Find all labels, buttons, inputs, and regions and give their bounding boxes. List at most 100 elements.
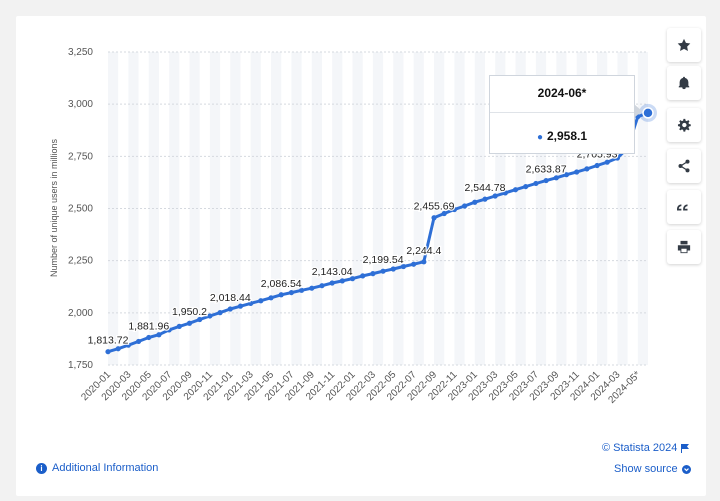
data-label: 1,950.2 — [172, 306, 207, 318]
data-point[interactable] — [523, 183, 529, 190]
data-point[interactable] — [360, 273, 366, 279]
plot-band — [189, 52, 200, 365]
y-tick-label: 2,500 — [68, 204, 93, 215]
data-point[interactable] — [411, 261, 417, 267]
print-icon — [677, 240, 691, 254]
data-point[interactable] — [237, 303, 244, 309]
data-point[interactable] — [512, 187, 519, 193]
data-point[interactable] — [370, 271, 376, 277]
data-point[interactable] — [441, 210, 447, 217]
data-point[interactable] — [472, 199, 478, 205]
data-point[interactable] — [298, 287, 305, 293]
y-tick-label: 1,750 — [68, 360, 93, 371]
chevron-down-icon — [681, 464, 691, 474]
series-dot-icon: ● — [536, 132, 543, 143]
settings-button[interactable] — [667, 108, 701, 142]
data-label: 2,018.44 — [210, 292, 251, 304]
data-point[interactable] — [574, 169, 580, 175]
data-point[interactable] — [400, 263, 407, 270]
quote-icon — [677, 204, 688, 211]
data-point[interactable] — [146, 334, 152, 341]
data-point[interactable] — [482, 196, 488, 202]
cite-button[interactable] — [667, 190, 701, 224]
plot-band — [413, 52, 424, 365]
data-point[interactable] — [349, 276, 356, 282]
y-axis-label: Number of unique users in millions — [49, 138, 59, 277]
favorite-button[interactable] — [667, 28, 701, 62]
notification-button[interactable] — [667, 66, 701, 100]
additional-information-link[interactable]: i Additional Information — [36, 462, 158, 474]
data-point[interactable] — [614, 155, 621, 161]
data-point[interactable] — [156, 332, 162, 338]
plot-band — [209, 52, 221, 365]
data-point[interactable] — [380, 268, 386, 274]
data-point[interactable] — [492, 193, 498, 199]
data-point[interactable] — [390, 266, 396, 272]
plot-band — [250, 52, 261, 365]
additional-information-text: Additional Information — [52, 462, 159, 474]
data-point[interactable] — [339, 278, 345, 284]
plot-band — [474, 52, 485, 365]
data-point[interactable] — [594, 162, 600, 169]
data-point[interactable] — [584, 166, 590, 172]
data-point[interactable] — [258, 298, 264, 304]
share-icon — [678, 159, 690, 173]
data-point[interactable] — [278, 292, 284, 298]
data-point[interactable] — [502, 190, 508, 196]
plot-band — [597, 52, 608, 365]
data-point[interactable] — [186, 320, 193, 326]
data-point[interactable] — [176, 323, 182, 329]
tooltip-value-row: ● 2,958.1 — [490, 129, 634, 143]
data-tooltip: 2024-06* ● 2,958.1 — [489, 75, 635, 154]
tooltip-title: 2024-06* — [537, 86, 587, 100]
y-tick-label: 2,250 — [68, 256, 93, 267]
show-source-text: Show source — [614, 463, 678, 475]
data-label: 1,813.72 — [88, 335, 129, 347]
data-label: 2,544.78 — [465, 182, 506, 194]
tooltip-pointer — [634, 104, 642, 118]
data-point[interactable] — [319, 283, 325, 289]
show-source-link[interactable]: Show source — [614, 463, 691, 475]
data-point[interactable] — [207, 313, 213, 319]
flag-icon — [681, 443, 690, 453]
data-point[interactable] — [217, 310, 223, 316]
data-point[interactable] — [125, 342, 131, 348]
data-point[interactable] — [553, 175, 559, 181]
data-point[interactable] — [543, 177, 549, 184]
data-point[interactable] — [533, 180, 539, 187]
data-point[interactable] — [248, 300, 254, 307]
data-label: 2,199.54 — [363, 254, 404, 266]
data-point[interactable] — [604, 159, 610, 165]
data-point[interactable] — [115, 346, 121, 352]
data-point[interactable] — [431, 215, 437, 221]
data-point[interactable] — [563, 172, 570, 178]
plot-band — [617, 52, 628, 365]
data-point[interactable] — [329, 280, 335, 286]
data-point[interactable] — [135, 338, 142, 345]
plot-band — [434, 52, 445, 365]
data-label: 2,244.4 — [406, 245, 441, 257]
plot-band — [169, 52, 180, 365]
data-point[interactable] — [451, 206, 458, 213]
data-label: 2,455.69 — [414, 201, 455, 213]
data-label: 2,143.04 — [312, 266, 353, 278]
data-point[interactable] — [197, 316, 203, 323]
data-point[interactable] — [105, 349, 111, 355]
data-point[interactable] — [268, 295, 274, 301]
data-point[interactable] — [227, 306, 233, 312]
data-label: 2,633.87 — [526, 164, 567, 176]
data-point[interactable] — [288, 289, 294, 296]
bell-icon — [678, 76, 690, 90]
print-button[interactable] — [667, 230, 701, 264]
data-point[interactable] — [421, 259, 427, 265]
plot-band — [637, 52, 648, 365]
data-point[interactable] — [462, 203, 468, 209]
y-tick-label: 3,250 — [68, 47, 93, 58]
data-point[interactable] — [309, 285, 315, 291]
data-point[interactable] — [166, 327, 172, 333]
data-point[interactable] — [642, 107, 654, 119]
share-button[interactable] — [667, 149, 701, 183]
tooltip-divider — [490, 112, 634, 113]
statista-credit-link[interactable]: © Statista 2024 — [602, 442, 690, 454]
